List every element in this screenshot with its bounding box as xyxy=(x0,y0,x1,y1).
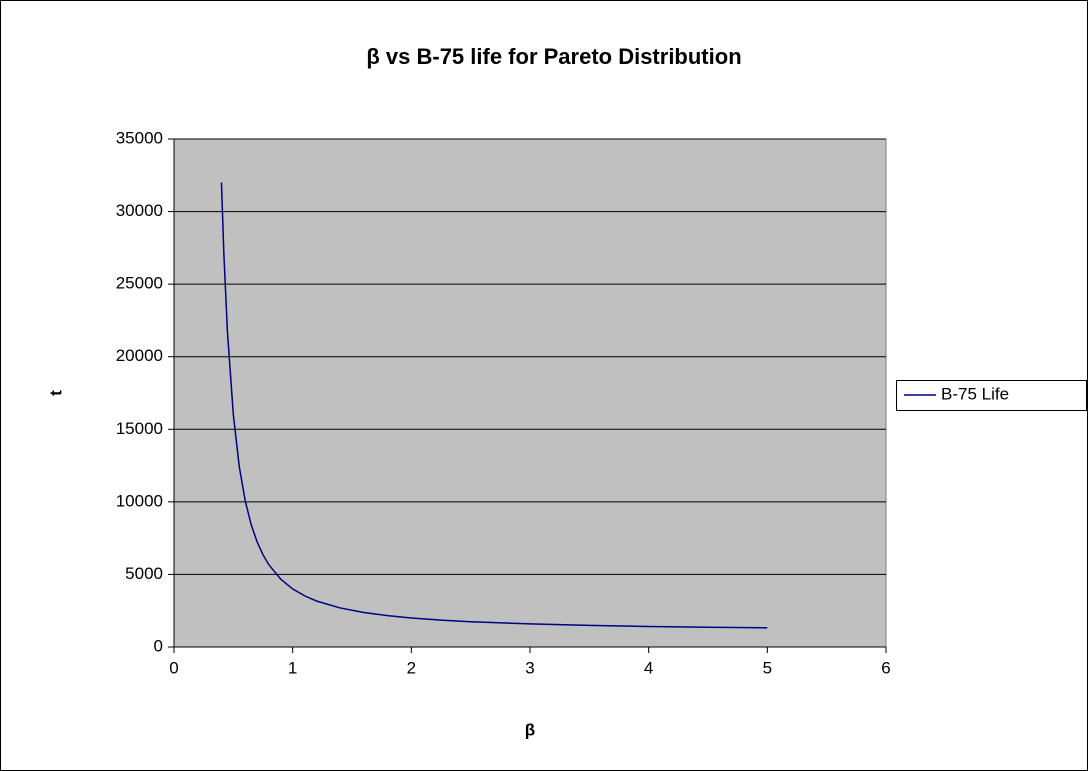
y-axis-label: t xyxy=(46,390,65,396)
y-tick-label: 25000 xyxy=(116,274,163,293)
x-tick-label: 6 xyxy=(881,658,890,677)
x-tick-label: 2 xyxy=(407,658,416,677)
x-axis-label: β xyxy=(525,720,535,739)
x-tick-label: 1 xyxy=(288,658,297,677)
legend-label: B-75 Life xyxy=(941,384,1009,403)
y-tick-label: 30000 xyxy=(116,201,163,220)
x-tick-label: 3 xyxy=(525,658,534,677)
x-tick-label: 5 xyxy=(763,658,772,677)
x-tick-label: 4 xyxy=(644,658,653,677)
y-tick-label: 10000 xyxy=(116,491,163,510)
y-tick-label: 35000 xyxy=(116,128,163,147)
chart-title: β vs B-75 life for Pareto Distribution xyxy=(366,44,741,69)
data-line xyxy=(220,182,768,629)
plot-area xyxy=(173,138,887,648)
x-tick-label: 0 xyxy=(169,658,178,677)
y-tick-label: 0 xyxy=(154,636,163,655)
y-tick-label: 20000 xyxy=(116,346,163,365)
y-tick-label: 15000 xyxy=(116,419,163,438)
y-tick-label: 5000 xyxy=(125,564,163,583)
